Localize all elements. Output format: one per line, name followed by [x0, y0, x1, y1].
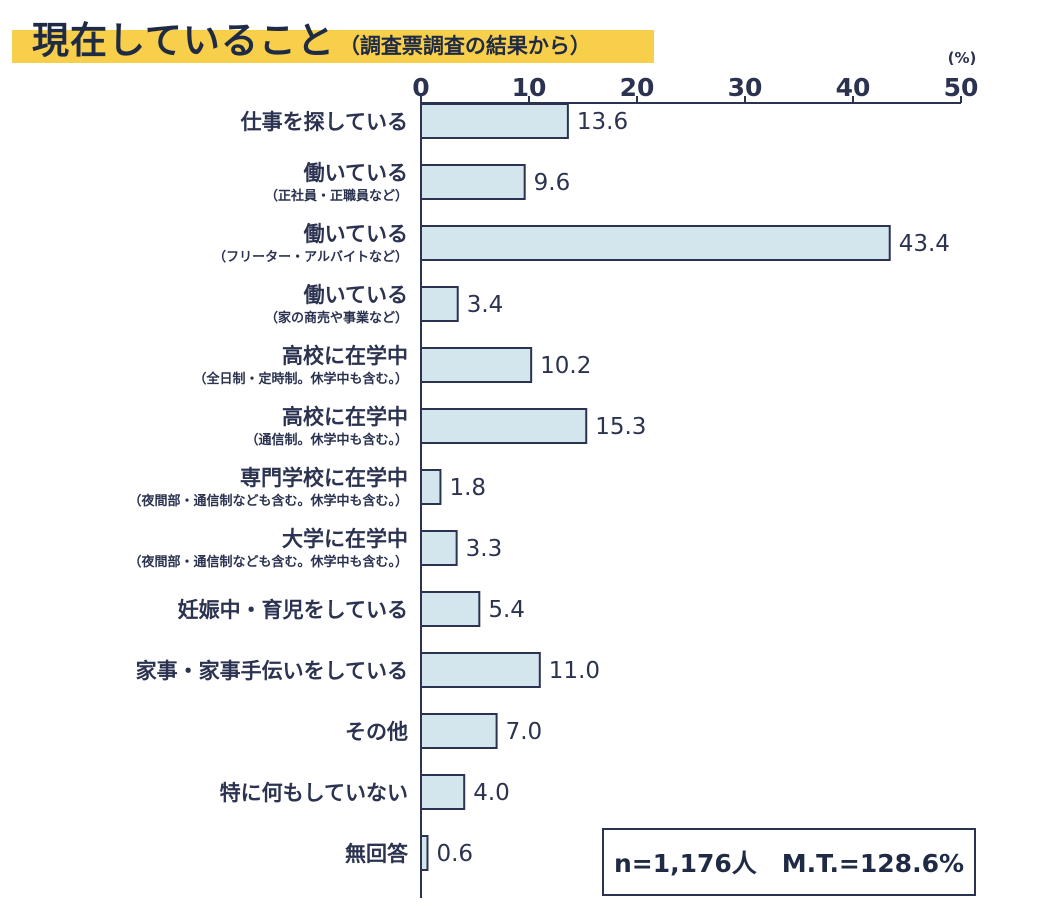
category-sublabel: （通信制。休学中も含む。）	[245, 432, 408, 448]
x-tick-label: 20	[620, 73, 655, 102]
data-label: 10.2	[540, 353, 591, 379]
category-sublabel: （全日制・定時制。休学中も含む。）	[193, 371, 408, 387]
data-label: 0.6	[436, 841, 473, 867]
category-label: 専門学校に在学中	[240, 466, 408, 490]
category-label: 高校に在学中	[282, 344, 408, 368]
x-tick-label: 0	[412, 73, 429, 102]
data-label: 43.4	[899, 231, 950, 257]
bar	[420, 530, 458, 566]
chart-title: 現在していること （調査票調査の結果から）	[32, 10, 591, 64]
category-label: 無回答	[345, 842, 409, 866]
category-label: 働いている	[303, 222, 408, 246]
x-tick-label: 10	[512, 73, 547, 102]
category-sublabel: （夜間部・通信制なども含む。休学中も含む。）	[128, 554, 408, 570]
category-label: その他	[345, 720, 408, 744]
x-tick-label: 50	[944, 73, 979, 102]
summary-box: n=1,176人 M.T.=128.6%	[602, 828, 976, 896]
category-sublabel: （フリーター・アルバイトなど）	[213, 249, 408, 265]
data-label: 7.0	[506, 719, 543, 745]
data-label: 4.0	[473, 780, 510, 806]
category-label: 仕事を探している	[240, 110, 408, 134]
bars: 13.6 9.6 43.4 3.4 10.2 15.3 1.8 3.3 5.4 11.0 7.0 4.…	[420, 103, 950, 871]
summary-text: n=1,176人 M.T.=128.6%	[613, 849, 965, 878]
category-label: 大学に在学中	[282, 527, 408, 551]
data-label: 5.4	[488, 597, 525, 623]
bar	[420, 774, 466, 810]
category-sublabel: （夜間部・通信制なども含む。休学中も含む。）	[128, 493, 408, 509]
bar	[420, 225, 891, 261]
title-band	[12, 30, 654, 63]
bar	[420, 164, 526, 200]
category-label: 妊娠中・育児をしている	[178, 598, 408, 622]
data-label: 3.4	[467, 292, 504, 318]
category-label: 特に何もしていない	[220, 781, 408, 805]
category-label: 家事・家事手伝いをしている	[136, 659, 408, 683]
bar	[420, 408, 588, 444]
title-text: 現在していること	[32, 19, 335, 62]
category-sublabel: （正社員・正職員など）	[265, 188, 408, 204]
x-tick-label: 30	[728, 73, 763, 102]
bar	[420, 469, 442, 505]
data-label: 3.3	[466, 536, 503, 562]
data-label: 15.3	[595, 414, 646, 440]
bar	[420, 347, 533, 383]
bar	[420, 652, 541, 688]
category-sublabel: （家の商売や事業など）	[265, 310, 408, 326]
bar	[420, 591, 481, 627]
bar	[420, 103, 569, 139]
data-label: 9.6	[534, 170, 571, 196]
data-label: 13.6	[577, 109, 628, 135]
bar	[420, 835, 429, 871]
bar	[420, 286, 459, 322]
category-label: 高校に在学中	[282, 405, 408, 429]
category-label: 働いている	[303, 283, 408, 307]
unit-label: (%)	[948, 49, 977, 67]
bar	[420, 713, 498, 749]
category-label: 働いている	[303, 161, 408, 185]
x-tick-label: 40	[836, 73, 871, 102]
data-label: 11.0	[549, 658, 600, 684]
chart-subtitle: （調査票調査の結果から）	[338, 34, 591, 58]
data-label: 1.8	[449, 475, 486, 501]
